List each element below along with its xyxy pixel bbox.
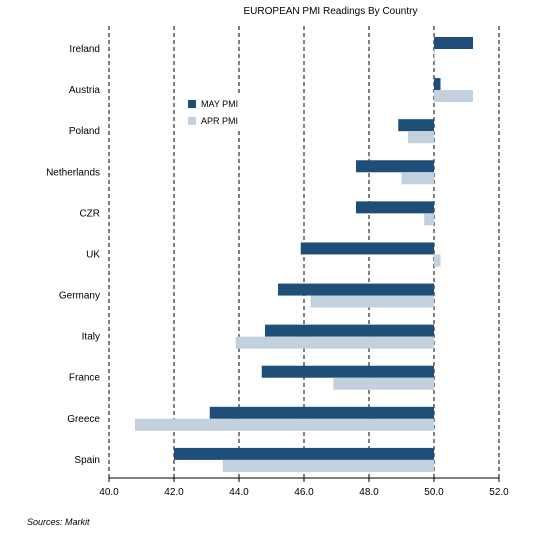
bar-apr	[434, 49, 435, 61]
category-label: Austria	[69, 85, 101, 96]
bar-may	[209, 406, 434, 419]
category-label: Netherlands	[46, 167, 100, 178]
bar-may	[434, 37, 473, 49]
bar-apr	[135, 418, 434, 431]
source-note: Sources: Markit	[27, 517, 90, 527]
bar-apr	[424, 213, 434, 226]
legend-item-may: MAY PMI	[188, 95, 238, 112]
bar-may	[356, 160, 434, 173]
x-tick-label: 48.0	[359, 487, 379, 498]
bar-may	[300, 242, 434, 255]
bar-apr	[434, 90, 473, 103]
category-label: Greece	[67, 414, 100, 425]
x-tick-label: 42.0	[164, 487, 184, 498]
bar-may	[398, 119, 434, 132]
category-label: Poland	[69, 126, 100, 137]
bar-apr	[235, 336, 434, 349]
bar-apr	[408, 131, 434, 144]
bar-may	[261, 365, 434, 378]
x-tick-label: 44.0	[229, 487, 249, 498]
category-label: CZR	[79, 208, 100, 219]
legend-item-apr: APR PMI	[188, 112, 238, 129]
bar-may	[356, 201, 434, 214]
legend-swatch-apr	[188, 116, 196, 125]
bar-apr	[222, 459, 434, 472]
x-tick-label: 50.0	[424, 487, 444, 498]
legend: MAY PMI APR PMI	[184, 93, 243, 131]
x-tick-label: 40.0	[99, 487, 119, 498]
x-tick-label: 52.0	[489, 487, 509, 498]
bar-apr	[310, 295, 434, 308]
legend-swatch-may	[188, 99, 196, 108]
category-label: UK	[86, 249, 100, 260]
legend-label-apr: APR PMI	[201, 115, 239, 126]
bar-may	[265, 324, 434, 337]
category-label: France	[69, 373, 101, 384]
category-label: Germany	[59, 291, 100, 302]
category-label: Spain	[74, 455, 100, 466]
bar-may	[278, 283, 434, 296]
bar-apr	[434, 254, 441, 267]
legend-label-may: MAY PMI	[201, 98, 239, 109]
bar-apr	[401, 172, 434, 185]
category-label: Italy	[82, 332, 100, 343]
category-label: Ireland	[69, 44, 100, 55]
x-tick-label: 46.0	[294, 487, 314, 498]
bar-may	[434, 78, 441, 91]
bar-apr	[333, 377, 434, 390]
bar-may	[174, 447, 434, 460]
chart-title: EUROPEAN PMI Readings By Country	[243, 6, 418, 17]
